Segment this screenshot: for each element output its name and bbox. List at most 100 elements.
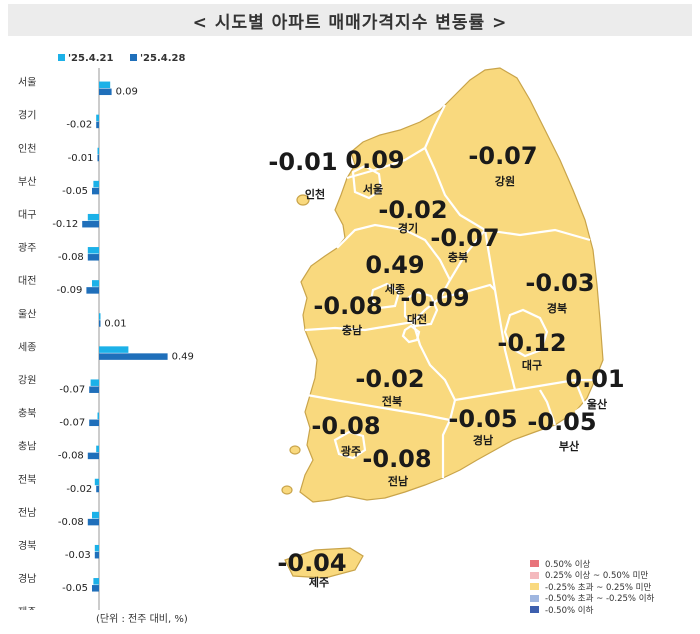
bar <box>87 254 99 261</box>
bar <box>97 412 99 420</box>
region-value: 0.09 <box>345 146 404 174</box>
data-label: -0.02 <box>66 120 92 131</box>
category-label: 부산 <box>18 176 36 188</box>
bar <box>99 320 101 327</box>
bar <box>99 88 112 96</box>
map-legend-swatch <box>530 571 539 579</box>
region-name: 충북 <box>448 250 468 264</box>
bar <box>99 81 111 89</box>
region-value: 0.49 <box>365 251 424 279</box>
bar <box>92 585 99 592</box>
data-label: 0.49 <box>172 351 194 362</box>
bar <box>93 180 99 188</box>
bar <box>87 452 99 460</box>
map-legend-item: -0.50% 이하 <box>530 604 700 616</box>
bar <box>89 386 99 393</box>
category-label: 인천 <box>18 143 36 155</box>
region-value: -0.12 <box>497 329 566 357</box>
category-label: 충북 <box>18 408 36 420</box>
data-label: -0.09 <box>57 285 83 296</box>
region-value: -0.08 <box>313 292 382 320</box>
region-name: 대구 <box>522 358 542 372</box>
region-value: -0.01 <box>268 148 337 176</box>
unit-note: (단위 : 전주 대비, %) <box>96 614 188 625</box>
region-name: 경북 <box>547 301 567 315</box>
data-label: -0.02 <box>66 484 92 495</box>
region-value: -0.02 <box>378 196 447 224</box>
data-label: -0.08 <box>58 252 84 263</box>
category-label: 세종 <box>18 341 36 353</box>
bar <box>96 121 99 129</box>
region-value: -0.07 <box>430 224 499 252</box>
data-label: -0.12 <box>52 219 78 230</box>
map-legend-label: -0.50% 이하 <box>545 605 594 616</box>
category-label: 경기 <box>18 109 36 122</box>
bar <box>90 379 99 386</box>
region-name: 서울 <box>363 182 383 196</box>
region-value: 0.01 <box>565 365 624 393</box>
region-name: 세종 <box>385 282 405 296</box>
category-label: 대구 <box>18 209 36 221</box>
bar <box>87 247 99 254</box>
bar <box>86 287 99 294</box>
data-label: 0.09 <box>116 87 138 98</box>
region-value: -0.03 <box>525 269 594 297</box>
category-label: 충남 <box>18 441 36 453</box>
bar <box>87 213 99 221</box>
map-legend-item: 0.50% 이상 <box>530 558 700 570</box>
region-value: -0.08 <box>311 412 380 440</box>
map-legend-item: -0.25% 초과 ~ 0.25% 미만 <box>530 581 700 593</box>
bar <box>97 154 99 162</box>
map-legend-item: 0.25% 이상 ~ 0.50% 미만 <box>530 570 700 581</box>
category-label: 전남 <box>18 507 36 519</box>
map-legend-swatch <box>530 560 539 568</box>
bar <box>92 511 99 519</box>
region-value: -0.05 <box>448 405 517 433</box>
region-name: 울산 <box>587 397 607 411</box>
region-value: -0.04 <box>277 549 346 577</box>
region-value: -0.02 <box>355 365 424 393</box>
map-legend-label: -0.50% 초과 ~ -0.25% 이하 <box>545 594 655 605</box>
map-legend-swatch <box>530 594 539 602</box>
bar <box>99 313 101 320</box>
map-legend: 0.50% 이상 0.25% 이상 ~ 0.50% 미만 -0.25% 초과 ~ 0… <box>530 558 700 616</box>
region-name: 경남 <box>473 433 493 447</box>
region-name: 충남 <box>342 323 362 337</box>
category-label: 광주 <box>18 242 36 254</box>
data-label: 0.01 <box>104 318 126 329</box>
bar <box>92 187 99 195</box>
legend-label: '25.4.21 <box>68 53 113 64</box>
region-name: 대전 <box>407 312 427 326</box>
legend-swatch <box>58 54 65 61</box>
bar <box>99 346 129 353</box>
chart-legend: '25.4.21 '25.4.28 <box>58 53 185 64</box>
category-label: 경남 <box>18 572 36 585</box>
bar <box>94 478 99 486</box>
bar <box>82 220 99 228</box>
bar <box>87 518 99 526</box>
region-name: 강원 <box>495 174 515 188</box>
data-label: -0.05 <box>62 186 88 197</box>
category-label: 강원 <box>18 374 36 386</box>
data-label: -0.05 <box>62 583 88 594</box>
bar <box>94 544 99 552</box>
region-value: -0.05 <box>527 408 596 436</box>
bar <box>92 280 99 287</box>
region-name: 경기 <box>398 221 418 235</box>
region-value: -0.07 <box>468 142 537 170</box>
bar <box>94 551 99 559</box>
bar <box>96 114 99 122</box>
category-label: 제주 <box>18 606 36 610</box>
data-label: -0.01 <box>68 153 94 164</box>
bar <box>96 485 99 493</box>
bar <box>93 578 99 585</box>
data-label: -0.07 <box>59 418 85 429</box>
data-label: -0.08 <box>58 451 84 462</box>
category-label: 대전 <box>18 275 36 287</box>
category-label: 서울 <box>18 77 36 89</box>
data-label: -0.03 <box>65 550 91 561</box>
map-legend-label: 0.50% 이상 <box>545 559 591 570</box>
region-value: -0.09 <box>400 284 469 312</box>
